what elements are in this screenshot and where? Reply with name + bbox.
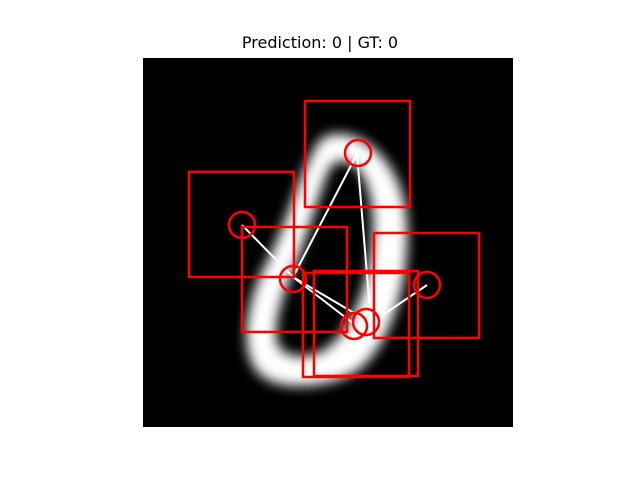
image-canvas (143, 58, 513, 427)
glimpse-marker (227, 210, 257, 240)
glimpse-box (240, 225, 349, 334)
glimpse-marker (351, 307, 381, 337)
glimpse-markers (227, 138, 442, 341)
glimpse-box (312, 269, 420, 378)
glimpse-boxes (187, 99, 481, 379)
glimpse-marker (412, 270, 442, 300)
glimpse-box (372, 231, 481, 340)
glimpse-marker (339, 311, 369, 341)
figure-title: Prediction: 0 | GT: 0 (241, 33, 399, 52)
path-line (292, 153, 358, 278)
glimpse-box (303, 99, 412, 209)
glimpse-marker (278, 264, 308, 294)
image-panel (143, 58, 513, 427)
glimpse-marker (343, 138, 373, 168)
path-line (356, 153, 372, 324)
